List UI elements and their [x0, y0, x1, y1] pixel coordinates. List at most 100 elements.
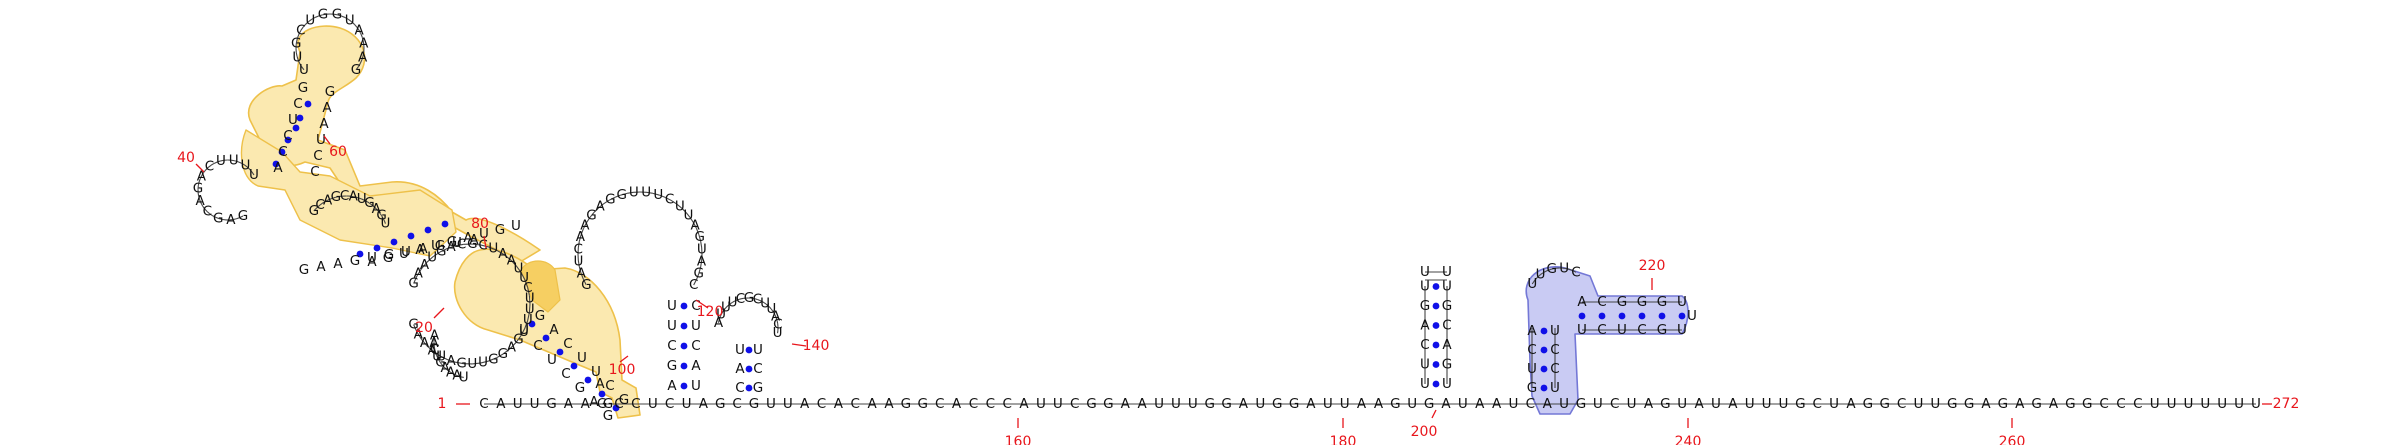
backbone-segment — [200, 202, 204, 207]
backbone-segment — [318, 14, 323, 17]
nucleotide: G — [1103, 396, 1113, 412]
nucleotide: C — [1813, 396, 1822, 412]
nucleotide: C — [986, 396, 995, 412]
nucleotide: A — [1306, 396, 1316, 412]
backbone-segment — [442, 365, 445, 368]
base-pair — [1432, 283, 1440, 290]
nucleotide: A — [367, 254, 377, 270]
nucleotide: G — [603, 408, 613, 424]
base-pair — [1432, 322, 1440, 329]
backbone-segment — [237, 161, 242, 164]
nucleotide: U — [753, 342, 763, 358]
backbone-segment — [329, 198, 332, 200]
nucleotide: C — [2099, 396, 2108, 412]
nucleotide: U — [1420, 264, 1430, 280]
backbone-segment — [212, 215, 217, 218]
nucleotide: C — [605, 378, 614, 394]
nucleotide: G — [1660, 396, 1670, 412]
nucleotide: U — [2167, 396, 2177, 412]
backbone-segment — [201, 172, 204, 176]
nucleotide: U — [530, 396, 540, 412]
backbone-segment — [447, 245, 456, 249]
backbone-segment — [198, 178, 201, 183]
backbone-segment — [297, 33, 300, 38]
backbone-segment — [359, 197, 362, 200]
nucleotide: U — [1930, 396, 1940, 412]
nucleotide: A — [469, 232, 479, 248]
nucleotide: A — [1694, 396, 1704, 412]
backbone-segment — [447, 359, 456, 363]
backbone-segment — [236, 217, 241, 220]
nucleotide: U — [691, 318, 701, 334]
nucleotide: G — [616, 187, 626, 203]
backbone-segment — [577, 260, 580, 267]
backbone-segment — [524, 320, 529, 329]
backbone-segment — [480, 244, 489, 248]
nucleotide: U — [1171, 396, 1181, 412]
nucleotide: A — [1492, 396, 1502, 412]
nucleotide: A — [420, 257, 430, 273]
nucleotide: C — [935, 396, 944, 412]
backbone-segment — [234, 160, 239, 163]
position-label-260: 260 — [1999, 434, 2026, 445]
backbone-segment — [383, 219, 386, 222]
nucleotide: U — [1255, 396, 1265, 412]
nucleotide: A — [576, 229, 586, 245]
nucleotide: U — [514, 261, 524, 277]
highlight-layer — [240, 25, 1689, 419]
position-label-60: 60 — [329, 144, 347, 160]
nucleotide: C — [315, 197, 324, 213]
highlight-yellow-multiloop — [240, 129, 457, 257]
base-pair — [1578, 312, 1586, 320]
nucleotide: A — [1644, 396, 1654, 412]
nucleotide: A — [507, 253, 517, 269]
backbone-segment — [295, 40, 298, 45]
nucleotide: A — [868, 396, 878, 412]
nucleotide: U — [1577, 322, 1587, 338]
nucleotide: U — [519, 322, 529, 338]
nucleotide: G — [498, 346, 508, 362]
backbone-segment — [446, 369, 449, 372]
backbone-segment — [1539, 274, 1541, 276]
nucleotide: G — [488, 351, 498, 367]
backbone-segment — [206, 211, 211, 215]
position-label-180: 180 — [1330, 434, 1357, 445]
nucleotide: G — [364, 195, 374, 211]
nucleotide: C — [665, 192, 674, 208]
backbone-segment — [1533, 280, 1535, 283]
nucleotide: G — [1204, 396, 1214, 412]
nucleotide: U — [523, 312, 533, 328]
nucleotide: U — [1677, 294, 1687, 310]
backbone-segment — [652, 192, 660, 196]
backbone-segment — [693, 278, 698, 286]
nucleotide: A — [316, 259, 326, 275]
backbone-segment — [351, 21, 355, 25]
backbone-segment — [721, 311, 724, 315]
base-pair — [1540, 346, 1548, 354]
nucleotide: U — [2200, 396, 2210, 412]
backbone-segment — [528, 303, 531, 313]
backbone-segment — [577, 241, 580, 248]
nucleotide: U — [629, 184, 639, 200]
nucleotide: G — [331, 189, 341, 205]
nucleotide: U — [648, 396, 658, 412]
backbone-segment — [325, 199, 328, 202]
backbone-segment — [527, 312, 530, 321]
nucleotide: A — [1543, 396, 1553, 412]
backbone-segment — [367, 201, 370, 204]
backbone-segment — [308, 18, 313, 23]
backbone-segment — [300, 26, 304, 31]
nucleotide: U — [682, 396, 692, 412]
nucleotide: C — [1897, 396, 1906, 412]
nucleotide: G — [749, 396, 759, 412]
base-pair — [584, 376, 592, 384]
nucleotide: U — [432, 348, 442, 364]
backbone-segment — [302, 23, 307, 28]
nucleotide: A — [440, 360, 450, 376]
nucleotide: G — [299, 262, 309, 278]
backbone-segment — [239, 215, 244, 219]
nucleotide: G — [597, 396, 607, 412]
backbone-segment — [725, 306, 728, 309]
nucleotide: G — [586, 207, 596, 223]
nucleotide: U — [288, 112, 298, 128]
